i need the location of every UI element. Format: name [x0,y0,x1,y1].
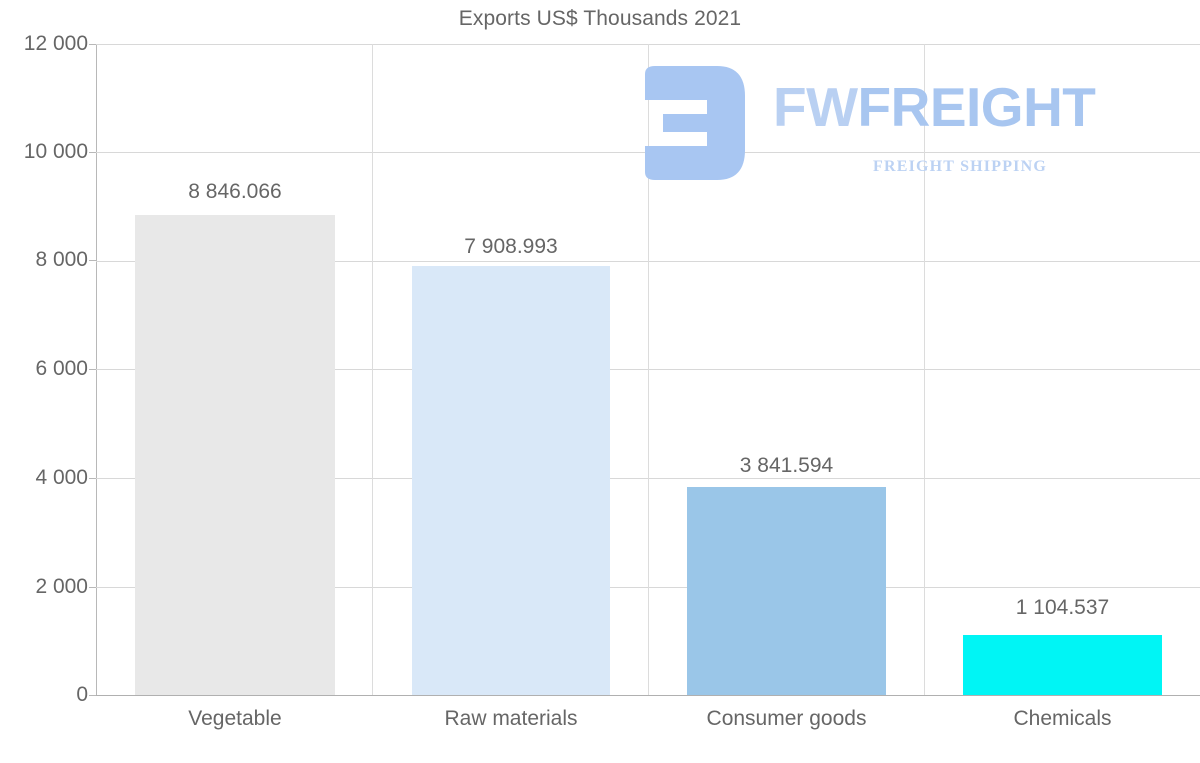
bar-value-label: 1 104.537 [1015,596,1110,619]
x-axis-label-vegetable: Vegetable [188,707,282,730]
y-axis-tick-label: 0 [76,683,88,706]
x-axis-line [96,695,1200,696]
y-axis-tick-label: 12 000 [23,32,88,55]
gridline-vertical [924,44,925,695]
y-axis-line [96,44,97,696]
y-axis-tick-mark [89,152,97,153]
y-axis-tick-mark [89,478,97,479]
bar-raw-materials[interactable] [412,265,610,695]
y-axis-tick-label: 6 000 [35,357,88,380]
gridline-vertical [648,44,649,695]
y-axis-tick-label: 4 000 [35,466,88,489]
y-axis-tick-mark [89,695,97,696]
bar-chemicals[interactable] [963,635,1162,695]
y-axis-tick-mark [89,44,97,45]
y-axis-tick-mark [89,587,97,588]
bar-value-label: 7 908.993 [464,235,558,258]
y-axis-tick-mark [89,260,97,261]
bar-vegetable[interactable] [135,215,335,695]
y-axis-tick-mark [89,369,97,370]
y-axis: 12 000 10 000 8 000 6 000 4 000 2 000 0 [0,0,97,763]
y-axis-tick-label: 2 000 [35,575,88,598]
y-axis-tick-label: 10 000 [23,140,88,163]
chart-title: Exports US$ Thousands 2021 [458,7,742,30]
y-axis-tick-label: 8 000 [35,248,88,271]
x-axis-label-raw-materials: Raw materials [444,707,578,730]
gridline-vertical [372,44,373,695]
x-axis-label-chemicals: Chemicals [1013,707,1112,730]
bar-consumer-goods[interactable] [687,486,886,695]
plot-area [96,44,1200,695]
x-axis-label-consumer-goods: Consumer goods [706,707,867,730]
bar-value-label: 8 846.066 [188,180,282,203]
bar-value-label: 3 841.594 [739,454,834,477]
